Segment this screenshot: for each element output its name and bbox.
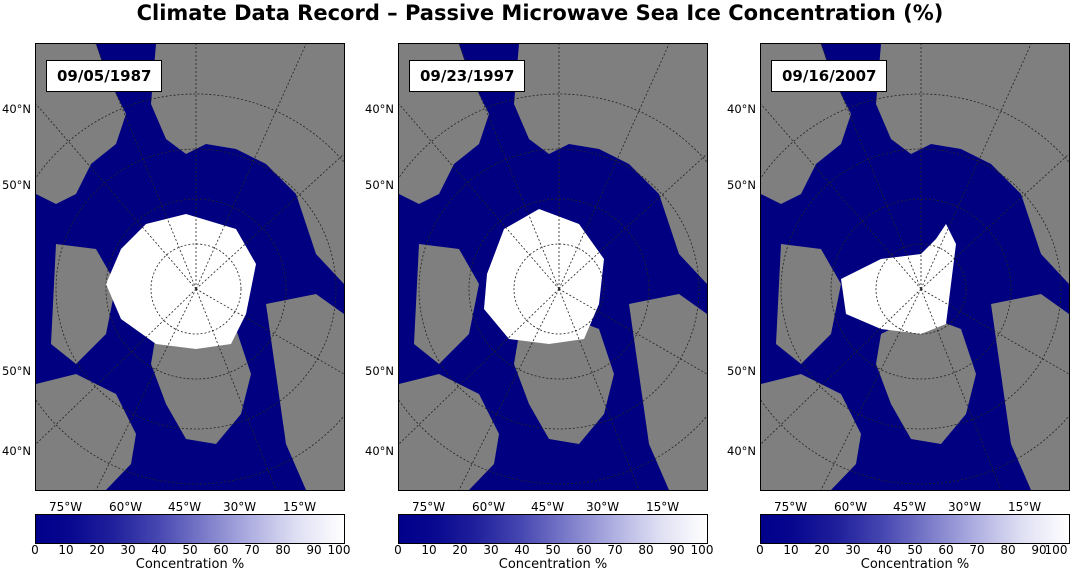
colorbar-tick: 50 (907, 543, 923, 557)
lon-label: 75°W (774, 500, 808, 514)
lat-label: 40°N (365, 444, 394, 458)
colorbar-tick: 0 (756, 543, 764, 557)
lon-label: 45°W (168, 500, 202, 514)
lon-label: 15°W (1008, 500, 1042, 514)
lon-label: 60°W (834, 500, 868, 514)
colorbar-tick: 100 (690, 543, 714, 557)
colorbar-tick: 60 (576, 543, 592, 557)
colorbar-tick: 50 (182, 543, 198, 557)
colorbar-tick: 70 (244, 543, 260, 557)
colorbar-tick: 80 (275, 543, 291, 557)
date-label: 09/16/2007 (771, 60, 888, 92)
colorbar-label: Concentration % (135, 557, 245, 572)
lon-label: 60°W (472, 500, 506, 514)
lat-label: 40°N (2, 444, 31, 458)
map-panel-2007: 09/16/2007 40°N 50°N 50°N 40°N 75°W 60°W… (727, 43, 1080, 573)
colorbar-tick: 20 (89, 543, 105, 557)
colorbar-tick: 100 (1044, 543, 1068, 557)
lat-label: 50°N (365, 364, 394, 378)
map-2007: 09/16/2007 (760, 43, 1070, 491)
figure-title: Climate Data Record – Passive Microwave … (136, 1, 944, 25)
lon-label: 30°W (586, 500, 620, 514)
lon-label: 30°W (948, 500, 982, 514)
lon-label: 30°W (223, 500, 257, 514)
colorbar-tick: 10 (421, 543, 437, 557)
map-panel-1997: 09/23/1997 40°N 50°N 50°N 40°N 75°W 60°W… (365, 43, 718, 573)
colorbar-tick: 90 (669, 543, 685, 557)
date-label: 09/23/1997 (409, 60, 526, 92)
colorbar-tick: 30 (120, 543, 136, 557)
colorbar-tick: 90 (1031, 543, 1047, 557)
colorbar-tick: 40 (514, 543, 530, 557)
lat-label: 50°N (2, 178, 31, 192)
colorbar-tick: 20 (452, 543, 468, 557)
lon-label: 60°W (109, 500, 143, 514)
colorbar-tick: 100 (327, 543, 351, 557)
lon-label: 15°W (646, 500, 680, 514)
colorbar-tick: 80 (638, 543, 654, 557)
lat-label: 50°N (727, 364, 756, 378)
colorbar-tick: 0 (394, 543, 402, 557)
lon-label: 75°W (49, 500, 83, 514)
lat-label: 50°N (727, 178, 756, 192)
lat-label: 50°N (2, 364, 31, 378)
lon-label: 45°W (893, 500, 927, 514)
colorbar-tick: 10 (58, 543, 74, 557)
colorbar-tick: 0 (31, 543, 39, 557)
lon-label: 15°W (283, 500, 317, 514)
colorbar-tick: 50 (545, 543, 561, 557)
colorbar-tick: 60 (938, 543, 954, 557)
colorbar (35, 514, 345, 544)
colorbar-tick: 20 (814, 543, 830, 557)
colorbar-tick: 90 (306, 543, 322, 557)
colorbar-tick: 30 (845, 543, 861, 557)
colorbar (398, 514, 708, 544)
lat-label: 40°N (727, 102, 756, 116)
colorbar-tick: 40 (876, 543, 892, 557)
colorbar-tick: 60 (213, 543, 229, 557)
date-label: 09/05/1987 (46, 60, 163, 92)
lat-label: 40°N (2, 102, 31, 116)
colorbar-tick: 40 (151, 543, 167, 557)
lat-label: 40°N (365, 102, 394, 116)
lat-label: 40°N (727, 444, 756, 458)
colorbar-tick: 10 (783, 543, 799, 557)
map-panel-1987: 09/05/1987 40°N 50°N 50°N 40°N 75°W 60°W… (2, 43, 355, 573)
colorbar-label: Concentration % (860, 557, 970, 572)
lon-label: 75°W (412, 500, 446, 514)
map-1997: 09/23/1997 (398, 43, 708, 491)
map-1987: 09/05/1987 (35, 43, 345, 491)
colorbar-tick: 80 (1000, 543, 1016, 557)
colorbar-tick: 70 (607, 543, 623, 557)
colorbar-label: Concentration % (498, 557, 608, 572)
colorbar-tick: 70 (969, 543, 985, 557)
colorbar-tick: 30 (483, 543, 499, 557)
lon-label: 45°W (531, 500, 565, 514)
lat-label: 50°N (365, 178, 394, 192)
colorbar (760, 514, 1070, 544)
